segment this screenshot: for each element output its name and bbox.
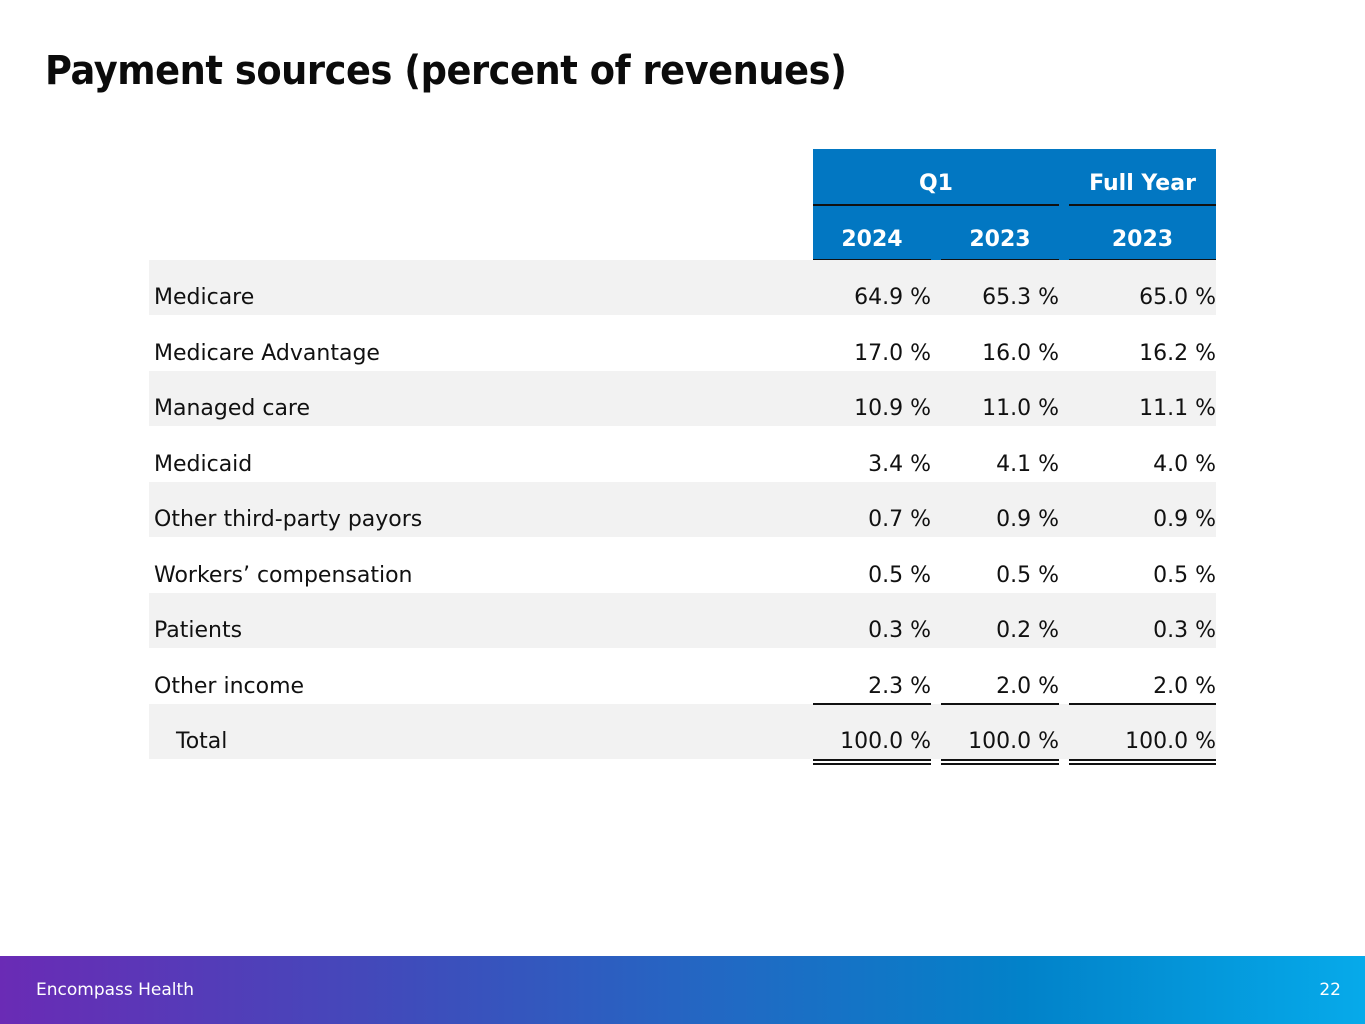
table-header: Q1 Full Year 2024 2023 2023 xyxy=(813,149,1216,261)
row-label: Other third-party payors xyxy=(154,507,423,532)
row-value: 100.0 % xyxy=(840,729,931,754)
row-value: 2.0 % xyxy=(996,673,1059,699)
column-header-q1-2024: 2024 xyxy=(841,227,903,252)
table-row: Other third-party payors 0.7 % 0.9 % 0.9 % xyxy=(149,482,1216,537)
footer-bar: Encompass Health 22 xyxy=(0,956,1365,1024)
row-value: 0.5 % xyxy=(868,562,931,588)
group-underline-full-year xyxy=(1069,204,1216,206)
row-label: Medicare Advantage xyxy=(154,340,380,366)
table-row: Workers’ compensation 0.5 % 0.5 % 0.5 % xyxy=(149,538,1216,593)
total-double-underline-top xyxy=(813,758,931,761)
column-header-fy-2023: 2023 xyxy=(1111,227,1174,252)
row-label: Medicare xyxy=(154,285,255,310)
row-value: 100.0 % xyxy=(968,729,1059,754)
row-value: 64.9 % xyxy=(854,285,931,310)
row-value: 65.0 % xyxy=(1139,285,1216,310)
group-underline-q1 xyxy=(813,204,1059,206)
row-value: 0.2 % xyxy=(996,618,1059,643)
row-value: 0.5 % xyxy=(1153,562,1216,588)
page-number: 22 xyxy=(1319,980,1341,1000)
row-label: Total xyxy=(176,729,228,754)
row-value: 0.5 % xyxy=(996,562,1059,588)
table-row: Medicare 64.9 % 65.3 % 65.0 % xyxy=(149,260,1216,315)
row-value: 0.3 % xyxy=(1153,618,1216,643)
group-header-full-year: Full Year xyxy=(1089,171,1196,196)
row-value: 100.0 % xyxy=(1125,729,1216,754)
row-value: 4.0 % xyxy=(1153,451,1216,477)
row-value: 11.0 % xyxy=(982,396,1059,421)
column-header-q1-2023: 2023 xyxy=(969,227,1031,252)
total-double-underline-top xyxy=(941,758,1059,761)
table-row: Medicaid 3.4 % 4.1 % 4.0 % xyxy=(149,427,1216,482)
row-label: Other income xyxy=(154,673,305,699)
group-header-q1: Q1 xyxy=(918,171,953,196)
row-value: 17.0 % xyxy=(854,340,931,366)
footer-brand: Encompass Health xyxy=(36,980,194,1000)
row-value: 0.9 % xyxy=(1153,507,1216,532)
subtotal-underline xyxy=(941,703,1059,705)
subtotal-underline xyxy=(1069,703,1216,705)
total-double-underline-bottom xyxy=(813,762,931,765)
row-value: 3.4 % xyxy=(868,451,931,477)
total-double-underline-bottom xyxy=(941,762,1059,765)
row-value: 10.9 % xyxy=(854,396,931,421)
total-double-underline-bottom xyxy=(1069,762,1216,765)
row-value: 2.0 % xyxy=(1153,673,1216,699)
row-value: 0.9 % xyxy=(996,507,1059,532)
table-row: Managed care 10.9 % 11.0 % 11.1 % xyxy=(149,371,1216,426)
table-row: Medicare Advantage 17.0 % 16.0 % 16.2 % xyxy=(149,316,1216,371)
row-value: 0.7 % xyxy=(868,507,931,532)
row-label: Managed care xyxy=(154,396,311,421)
row-value: 0.3 % xyxy=(868,618,931,643)
subtotal-underline xyxy=(813,703,931,705)
row-value: 2.3 % xyxy=(868,673,931,699)
row-label: Medicaid xyxy=(154,451,253,477)
row-value: 65.3 % xyxy=(982,285,1059,310)
row-label: Workers’ compensation xyxy=(154,562,413,588)
row-value: 11.1 % xyxy=(1139,396,1216,421)
table-row: Total 100.0 % 100.0 % 100.0 % xyxy=(149,704,1216,759)
table-row: Patients 0.3 % 0.2 % 0.3 % xyxy=(149,593,1216,648)
row-value: 16.2 % xyxy=(1139,340,1216,366)
table-row: Other income 2.3 % 2.0 % 2.0 % xyxy=(149,649,1216,704)
row-label: Patients xyxy=(154,618,243,643)
row-value: 16.0 % xyxy=(982,340,1059,366)
total-double-underline-top xyxy=(1069,758,1216,761)
row-value: 4.1 % xyxy=(996,451,1059,477)
slide-title: Payment sources (percent of revenues) xyxy=(45,48,847,94)
